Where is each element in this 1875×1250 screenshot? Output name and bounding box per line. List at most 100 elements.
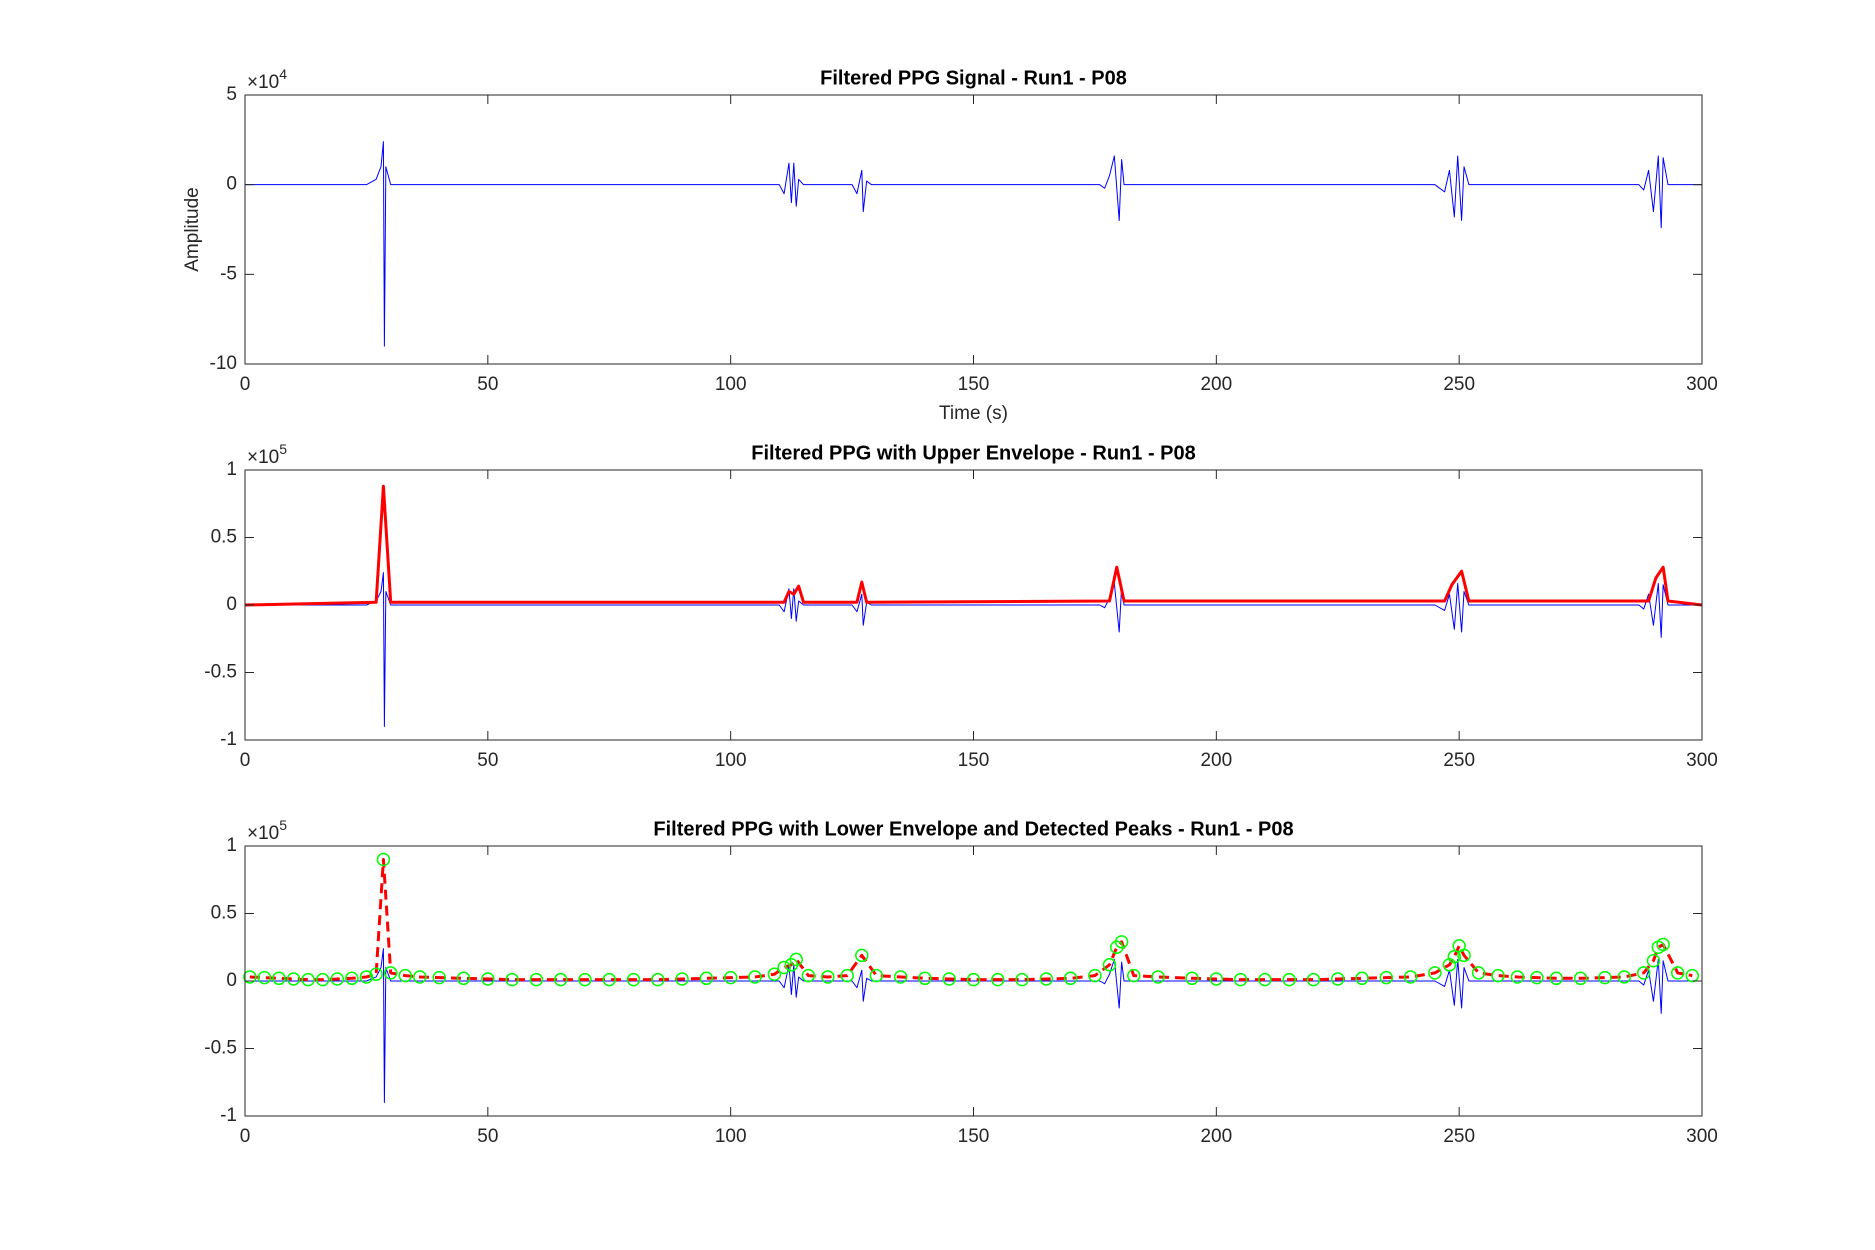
peak-marker — [1656, 937, 1670, 952]
peak-marker — [675, 972, 689, 986]
y-tick-label: 0 — [226, 174, 237, 195]
peak-marker — [529, 972, 544, 987]
line-series — [245, 141, 1702, 347]
x-tick-label: 150 — [958, 750, 990, 771]
peak-marker — [1457, 948, 1471, 963]
peak-marker — [942, 972, 956, 986]
y-tick-label: 0 — [226, 970, 237, 991]
peak-marker — [966, 972, 981, 987]
peak-marker — [1114, 935, 1129, 949]
y-multiplier-exponent: 4 — [279, 66, 287, 82]
peak-marker — [376, 852, 391, 867]
peak-marker — [1670, 966, 1685, 980]
peak-marker — [398, 968, 413, 983]
peak-marker — [553, 972, 568, 987]
peak-marker — [651, 972, 665, 987]
y-multiplier-base: ×10 — [247, 447, 279, 468]
peak-marker — [1331, 972, 1345, 986]
peak-marker — [1209, 972, 1224, 986]
peak-marker — [1039, 972, 1054, 986]
x-tick-label: 0 — [240, 1126, 251, 1147]
peak-marker — [1636, 966, 1651, 980]
peak-marker — [1151, 970, 1165, 984]
peak-marker — [1379, 970, 1394, 985]
peak-marker — [1306, 972, 1321, 987]
x-tick-label: 200 — [1200, 750, 1232, 771]
y-tick-label: -0.5 — [204, 1038, 237, 1059]
x-tick-label: 200 — [1200, 374, 1232, 395]
x-tick-label: 250 — [1443, 374, 1475, 395]
peak-marker — [1471, 966, 1486, 980]
peak-marker — [1530, 970, 1544, 985]
peak-marker — [1127, 968, 1141, 983]
peak-marker — [1447, 949, 1462, 964]
peak-marker — [723, 970, 738, 985]
peak-marker — [1617, 970, 1632, 984]
y-tick-label: 0 — [226, 594, 237, 615]
y-multiplier-base: ×10 — [247, 72, 279, 93]
x-tick-label: 150 — [958, 1126, 990, 1147]
peak-marker — [767, 967, 782, 981]
peak-marker — [789, 952, 803, 967]
peak-marker — [315, 972, 330, 987]
peak-marker — [1598, 970, 1612, 985]
peak-marker — [413, 970, 427, 984]
peak-marker — [840, 968, 854, 983]
peak-marker — [748, 970, 762, 984]
x-tick-label: 100 — [715, 1126, 747, 1147]
x-tick-label: 150 — [958, 374, 990, 395]
x-tick-label: 0 — [240, 374, 251, 395]
peak-marker — [699, 971, 714, 986]
peak-marker — [893, 970, 908, 984]
peak-marker — [456, 971, 471, 986]
peak-marker — [869, 968, 884, 983]
peak-marker — [578, 972, 592, 987]
peak-marker — [1102, 958, 1117, 972]
x-tick-label: 250 — [1443, 750, 1475, 771]
peak-marker — [505, 972, 519, 987]
y-multiplier: ×104 — [247, 66, 287, 93]
peak-marker — [1510, 970, 1525, 984]
peak-marker — [1355, 971, 1369, 986]
peak-marker — [855, 948, 869, 963]
x-tick-label: 300 — [1686, 1126, 1718, 1147]
peak-marker — [1573, 971, 1588, 986]
peak-marker — [345, 971, 359, 986]
peak-marker — [821, 970, 835, 984]
y-multiplier: ×105 — [247, 441, 287, 468]
x-tick-label: 200 — [1200, 1126, 1232, 1147]
y-multiplier-exponent: 5 — [279, 817, 287, 833]
y-multiplier-exponent: 5 — [279, 441, 287, 457]
peak-marker — [1685, 968, 1700, 983]
y-tick-label: -1 — [220, 729, 237, 750]
peak-marker — [1428, 966, 1442, 980]
peak-marker — [1088, 968, 1102, 983]
x-axis-label: Time (s) — [939, 403, 1008, 424]
peak-marker — [1185, 971, 1199, 986]
line-series — [245, 484, 1702, 607]
chart-title: Filtered PPG with Upper Envelope - Run1 … — [751, 442, 1196, 464]
peak-marker — [777, 960, 791, 975]
y-tick-label: 5 — [226, 84, 237, 105]
x-tick-label: 50 — [477, 1126, 498, 1147]
peak-marker — [991, 972, 1005, 987]
y-tick-label: 0.5 — [211, 527, 237, 548]
y-tick-label: 0.5 — [211, 903, 237, 924]
peak-marker — [330, 972, 345, 986]
peak-marker — [286, 972, 301, 986]
peak-marker — [602, 972, 616, 987]
peak-marker — [1403, 970, 1418, 984]
peak-marker — [272, 971, 286, 986]
y-multiplier-base: ×10 — [247, 823, 279, 844]
y-tick-label: 1 — [226, 459, 237, 480]
x-tick-label: 50 — [477, 750, 498, 771]
y-tick-label: -1 — [220, 1105, 237, 1126]
x-tick-label: 50 — [477, 374, 498, 395]
peak-marker — [1015, 972, 1029, 987]
y-multiplier: ×105 — [247, 817, 287, 844]
chart-title: Filtered PPG Signal - Run1 - P08 — [820, 67, 1127, 89]
peak-marker — [257, 970, 272, 985]
y-tick-label: -0.5 — [204, 662, 237, 683]
